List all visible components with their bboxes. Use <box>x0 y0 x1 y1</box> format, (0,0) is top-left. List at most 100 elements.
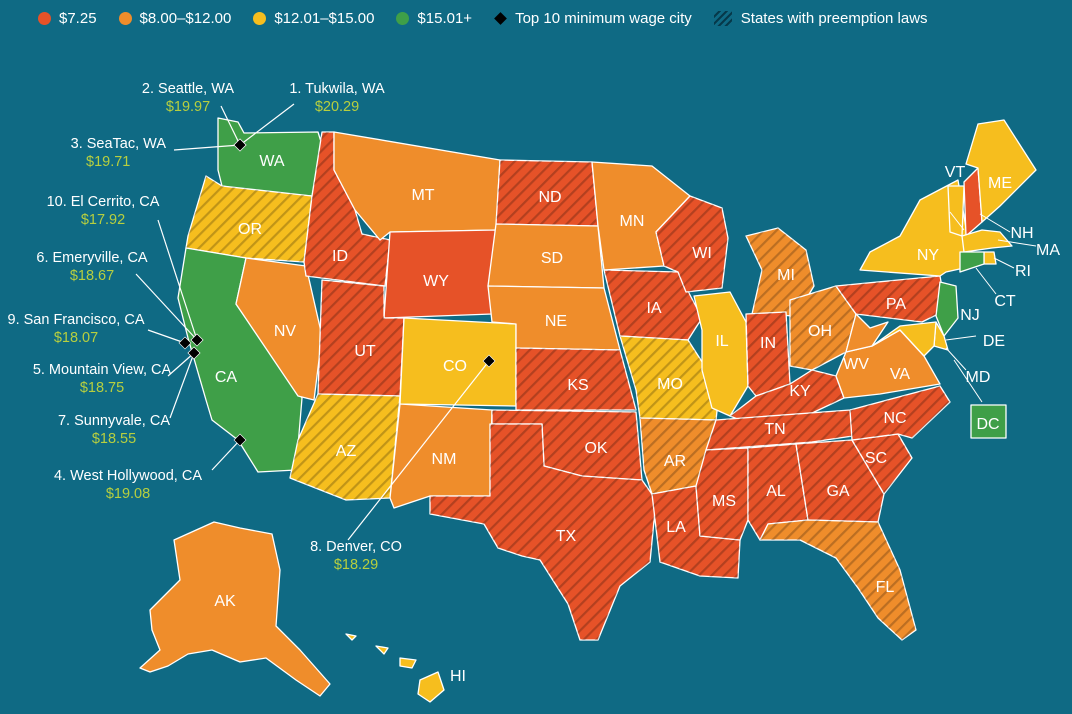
city-leader-line <box>157 219 198 341</box>
legend-label-city: Top 10 minimum wage city <box>515 10 692 27</box>
state-label-nv: NV <box>274 323 297 340</box>
city-leader-line <box>147 329 186 344</box>
city-leader-line <box>173 144 241 151</box>
preemption-hatch-oh <box>790 286 856 370</box>
preemption-hatch-in <box>746 312 790 396</box>
state-dc <box>970 404 1007 439</box>
state-me <box>965 119 1037 223</box>
map-legend: $7.25 $8.00–$12.00 $12.01–$15.00 $15.01+… <box>38 10 950 27</box>
city-wage-label: $17.92 <box>81 212 125 228</box>
state-leader-line <box>949 211 965 231</box>
city-leader-line <box>220 105 241 146</box>
state-label-wa: WA <box>259 153 285 170</box>
city-wage-label: $19.71 <box>86 154 130 170</box>
state-label-ny: NY <box>917 247 940 264</box>
preemption-hatch-tx <box>430 424 656 640</box>
preemption-hatch-mi <box>746 228 814 316</box>
legend-label-preemption: States with preemption laws <box>740 10 928 27</box>
city-name-label: 8. Denver, CO <box>310 539 402 555</box>
preemption-hatch-sc <box>852 434 912 494</box>
city-wage-label: $19.08 <box>106 486 150 502</box>
state-label-co: CO <box>443 358 467 375</box>
state-label-sc: SC <box>865 450 887 467</box>
state-label-oh: OH <box>808 323 832 340</box>
preemption-hatch-ks <box>516 348 636 410</box>
state-label-ct: CT <box>994 293 1016 310</box>
state-label-tx: TX <box>556 528 577 545</box>
state-leader-line <box>993 257 1015 269</box>
city-marker-diamond <box>187 346 201 360</box>
city-wage-label: $18.55 <box>92 431 136 447</box>
state-label-ak: AK <box>214 593 236 610</box>
city-leader-line <box>211 439 241 471</box>
city-name-label: 6. Emeryville, CA <box>36 250 148 266</box>
state-label-or: OR <box>238 221 262 238</box>
state-label-id: ID <box>332 248 348 265</box>
legend-item-high: $12.01–$15.00 <box>253 10 374 27</box>
state-hi <box>345 633 445 703</box>
hatch-pattern-icon <box>713 11 732 26</box>
preemption-hatch-pa <box>836 276 946 322</box>
state-label-ok: OK <box>584 440 607 457</box>
legend-label-federal: $7.25 <box>59 10 97 27</box>
city-marker-diamond <box>178 336 192 350</box>
state-label-sd: SD <box>541 250 563 267</box>
state-label-ut: UT <box>354 343 376 360</box>
preemption-hatch-ar <box>640 418 716 494</box>
city-wage-label: $19.97 <box>166 99 210 115</box>
state-leader-line <box>953 359 983 403</box>
state-label-ne: NE <box>545 313 567 330</box>
state-label-md: MD <box>966 369 991 386</box>
city-name-label: 7. Sunnyvale, CA <box>58 413 170 429</box>
preemption-hatch-mo <box>620 336 718 420</box>
state-leader-line <box>979 213 1011 233</box>
city-name-label: 3. SeaTac, WA <box>71 136 167 152</box>
city-wage-label: $18.07 <box>54 330 98 346</box>
city-leader-line <box>169 352 195 419</box>
state-label-wv: WV <box>843 356 869 373</box>
city-name-label: 5. Mountain View, CA <box>33 362 172 378</box>
state-leader-line <box>945 335 977 341</box>
city-leader-line <box>167 352 195 377</box>
city-marker-diamond <box>482 354 496 368</box>
state-label-ms: MS <box>712 493 736 510</box>
city-name-label: 9. San Francisco, CA <box>8 312 145 328</box>
state-vt <box>947 185 965 237</box>
preemption-hatch-ky <box>730 370 844 420</box>
city-leader-line <box>347 360 490 541</box>
state-label-ar: AR <box>664 453 686 470</box>
city-marker-diamond <box>233 138 247 152</box>
preemption-hatch-fl <box>760 520 916 640</box>
legend-label-top: $15.01+ <box>417 10 473 27</box>
state-ak <box>139 521 331 697</box>
legend-item-city: Top 10 minimum wage city <box>494 10 692 27</box>
state-label-in: IN <box>760 335 776 352</box>
state-label-nd: ND <box>538 189 561 206</box>
state-label-wi: WI <box>692 245 712 262</box>
state-label-va: VA <box>890 366 910 383</box>
preemption-hatch-la <box>652 486 740 578</box>
legend-item-federal: $7.25 <box>38 10 97 27</box>
state-leader-line <box>975 267 997 295</box>
state-label-la: LA <box>666 519 686 536</box>
state-label-nh: NH <box>1010 225 1033 242</box>
state-label-me: ME <box>988 175 1012 192</box>
state-ct <box>959 251 985 273</box>
state-label-az: AZ <box>336 443 357 460</box>
city-wage-label: $18.29 <box>334 557 378 573</box>
state-label-fl: FL <box>876 579 895 596</box>
city-marker-diamond <box>233 433 247 447</box>
state-leader-line <box>945 347 967 371</box>
city-leader-line <box>239 103 295 146</box>
legend-label-high: $12.01–$15.00 <box>274 10 375 27</box>
state-label-ga: GA <box>826 483 849 500</box>
state-label-ri: RI <box>1015 263 1031 280</box>
preemption-hatch-ok <box>492 410 642 480</box>
state-label-ky: KY <box>789 383 811 400</box>
preemption-hatch-or <box>186 176 312 262</box>
state-label-mt: MT <box>411 187 434 204</box>
state-label-nc: NC <box>883 410 906 427</box>
state-label-vt: VT <box>945 164 966 181</box>
state-label-ma: MA <box>1036 242 1060 259</box>
